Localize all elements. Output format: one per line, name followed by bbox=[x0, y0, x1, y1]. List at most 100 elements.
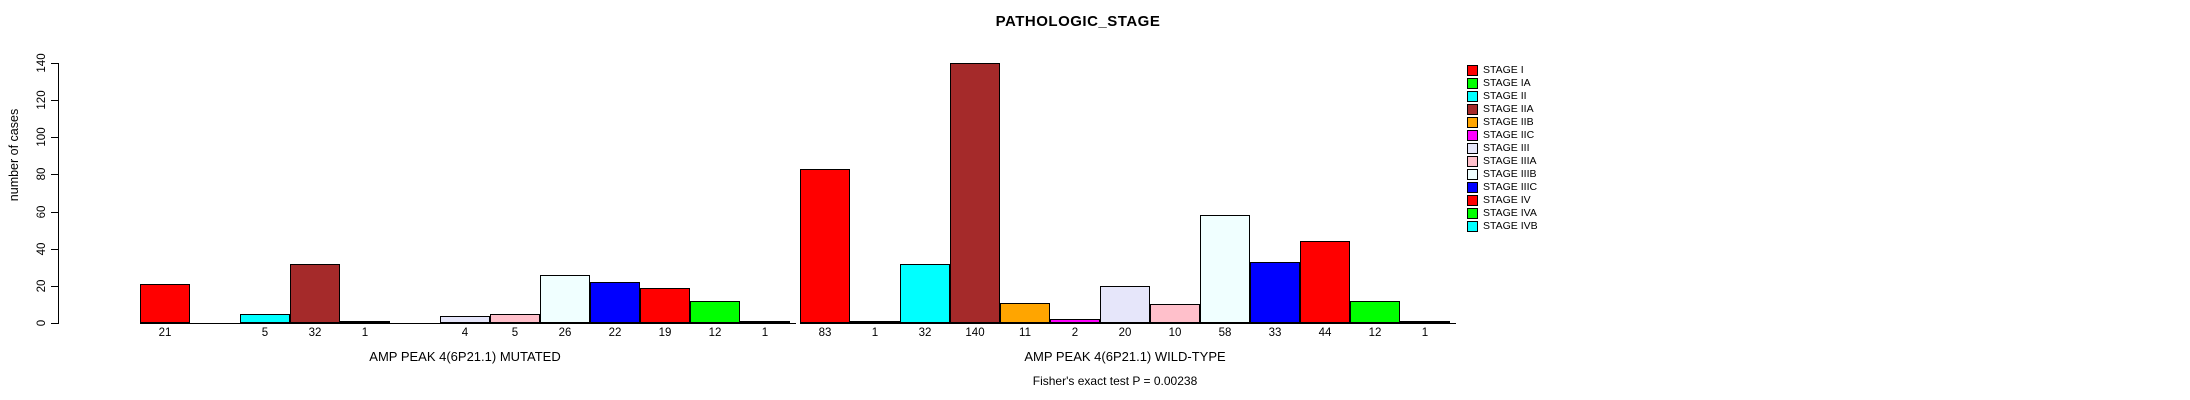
bar-stage-iiib bbox=[540, 275, 590, 323]
bar-stage-iiib bbox=[1200, 215, 1250, 323]
bar-stage-iic bbox=[1050, 319, 1100, 323]
legend-item: STAGE III bbox=[1467, 142, 1538, 155]
bar-value-label: 5 bbox=[511, 327, 519, 339]
bar-stage-ivb bbox=[1400, 321, 1450, 323]
y-tick-label: 140 bbox=[36, 53, 48, 73]
y-tick bbox=[51, 137, 58, 139]
bar-value-label: 26 bbox=[558, 327, 572, 339]
legend-swatch-icon bbox=[1467, 221, 1478, 232]
bar-value-label: 5 bbox=[261, 327, 269, 339]
bar-stage-ii bbox=[900, 264, 950, 323]
y-tick-label: 0 bbox=[36, 319, 48, 327]
legend-item: STAGE IVB bbox=[1467, 220, 1538, 233]
bar-stage-i bbox=[140, 284, 190, 323]
bar-stage-iia bbox=[950, 63, 1000, 323]
bar-value-label: 58 bbox=[1218, 327, 1232, 339]
figure-title: PATHOLOGIC_STAGE bbox=[995, 13, 1161, 30]
bar-value-label: 19 bbox=[658, 327, 672, 339]
bar-value-label: 20 bbox=[1118, 327, 1132, 339]
y-tick-label: 40 bbox=[36, 242, 48, 256]
bar-stage-iia bbox=[290, 264, 340, 323]
legend-swatch-icon bbox=[1467, 78, 1478, 89]
y-tick bbox=[51, 248, 58, 250]
legend-item-label: STAGE IVB bbox=[1483, 220, 1538, 232]
legend: STAGE I STAGE IA STAGE II STAGE IIA STAGE II… bbox=[1467, 64, 1538, 233]
bar-stage-iva bbox=[1350, 301, 1400, 323]
legend-swatch-icon bbox=[1467, 169, 1478, 180]
legend-item: STAGE IIC bbox=[1467, 129, 1538, 142]
legend-item: STAGE IIIA bbox=[1467, 155, 1538, 168]
y-tick-label: 80 bbox=[36, 168, 48, 181]
legend-item-label: STAGE IIC bbox=[1483, 129, 1535, 141]
bar-value-label: 12 bbox=[1368, 327, 1382, 339]
y-tick-label: 60 bbox=[36, 205, 48, 218]
bar-stage-ia bbox=[850, 321, 900, 323]
y-tick-label: 120 bbox=[36, 90, 48, 110]
legend-item: STAGE II bbox=[1467, 90, 1538, 103]
bar-stage-iiic bbox=[590, 282, 640, 323]
legend-item-label: STAGE III bbox=[1483, 142, 1530, 154]
legend-item-label: STAGE I bbox=[1483, 64, 1524, 76]
bar-stage-iii bbox=[440, 316, 490, 323]
bar-value-label: 1 bbox=[1421, 327, 1429, 339]
legend-item: STAGE IVA bbox=[1467, 207, 1538, 220]
legend-item-label: STAGE IIIB bbox=[1483, 168, 1537, 180]
legend-swatch-icon bbox=[1467, 65, 1478, 76]
bar-stage-iii bbox=[1100, 286, 1150, 323]
legend-swatch-icon bbox=[1467, 91, 1478, 102]
legend-swatch-icon bbox=[1467, 143, 1478, 154]
y-tick bbox=[51, 285, 58, 287]
bar-stage-iiia bbox=[1150, 304, 1200, 323]
legend-item: STAGE I bbox=[1467, 64, 1538, 77]
legend-item-label: STAGE IV bbox=[1483, 194, 1531, 206]
legend-swatch-icon bbox=[1467, 208, 1478, 219]
legend-swatch-icon bbox=[1467, 130, 1478, 141]
legend-item-label: STAGE II bbox=[1483, 90, 1527, 102]
legend-item-label: STAGE IA bbox=[1483, 77, 1531, 89]
y-axis-line bbox=[58, 63, 59, 324]
bar-stage-iib bbox=[340, 321, 390, 323]
legend-swatch-icon bbox=[1467, 156, 1478, 167]
legend-item: STAGE IIA bbox=[1467, 103, 1538, 116]
bar-value-label: 140 bbox=[965, 327, 985, 339]
legend-item-label: STAGE IIIC bbox=[1483, 181, 1538, 193]
y-tick bbox=[51, 323, 58, 324]
bar-stage-iv bbox=[1300, 241, 1350, 323]
y-tick bbox=[51, 63, 58, 64]
y-tick bbox=[51, 174, 58, 176]
bar-value-label: 32 bbox=[918, 327, 932, 339]
bar-stage-ivb bbox=[740, 321, 790, 323]
bar-value-label: 33 bbox=[1268, 327, 1282, 339]
bar-value-label: 10 bbox=[1168, 327, 1182, 339]
y-tick-label: 20 bbox=[36, 279, 48, 293]
y-tick-label: 100 bbox=[36, 127, 48, 147]
x-baseline bbox=[800, 323, 1456, 324]
bar-stage-iiic bbox=[1250, 262, 1300, 323]
bar-stage-ii bbox=[240, 314, 290, 323]
legend-item: STAGE IIB bbox=[1467, 116, 1538, 129]
bar-stage-iv bbox=[640, 288, 690, 323]
bar-value-label: 1 bbox=[871, 327, 879, 339]
group-axis-title-mutated: AMP PEAK 4(6P21.1) MUTATED bbox=[369, 349, 561, 364]
bar-value-label: 21 bbox=[158, 327, 172, 339]
legend-swatch-icon bbox=[1467, 195, 1478, 206]
bar-stage-i bbox=[800, 169, 850, 323]
bar-value-label: 44 bbox=[1318, 327, 1332, 339]
y-tick bbox=[51, 211, 58, 213]
group-axis-title-wild-type: AMP PEAK 4(6P21.1) WILD-TYPE bbox=[1024, 349, 1226, 364]
bar-value-label: 4 bbox=[461, 327, 469, 339]
x-baseline bbox=[140, 323, 796, 324]
legend-swatch-icon bbox=[1467, 182, 1478, 193]
legend-item: STAGE IA bbox=[1467, 77, 1538, 90]
legend-item-label: STAGE IVA bbox=[1483, 207, 1537, 219]
bar-value-label: 1 bbox=[761, 327, 769, 339]
y-tick bbox=[51, 100, 58, 102]
legend-item-label: STAGE IIB bbox=[1483, 116, 1534, 128]
legend-item: STAGE IIIC bbox=[1467, 181, 1538, 194]
bar-value-label: 22 bbox=[608, 327, 622, 339]
legend-item-label: STAGE IIA bbox=[1483, 103, 1534, 115]
bar-value-label: 12 bbox=[708, 327, 722, 339]
bar-stage-iib bbox=[1000, 303, 1050, 323]
